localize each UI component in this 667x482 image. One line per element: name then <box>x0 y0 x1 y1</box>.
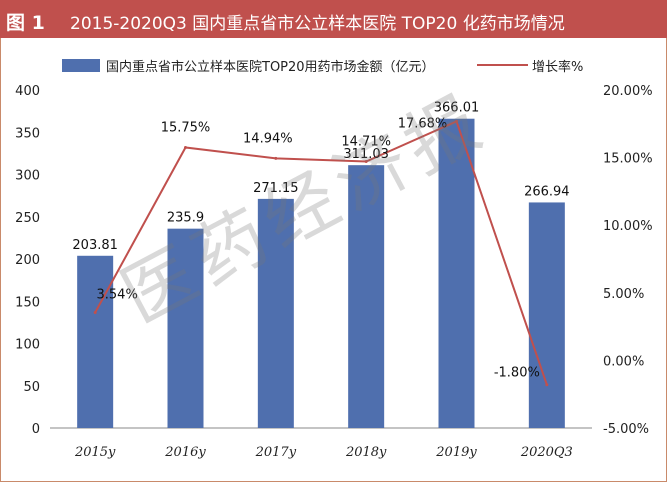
line-point <box>455 119 458 123</box>
line-value-label: 17.68% <box>398 116 448 131</box>
y-left-tick-label: 300 <box>15 169 40 184</box>
legend-line-label: 增长率% <box>532 59 583 75</box>
bar <box>167 228 204 428</box>
figure-title: 2015-2020Q3 国内重点省市公立样本医院 TOP20 化药市场情况 <box>70 14 565 34</box>
x-tick-label: 2020Q3 <box>520 445 573 460</box>
bar-value-label: 311.03 <box>343 147 389 162</box>
y-left-tick-label: 150 <box>15 295 40 310</box>
y-left-tick-label: 250 <box>15 211 40 226</box>
line-series <box>93 119 549 387</box>
legend-bar-swatch <box>62 59 100 72</box>
line-value-label: 14.94% <box>243 131 293 146</box>
y-left-tick-label: 100 <box>15 338 40 353</box>
x-tick-label: 2017y <box>255 445 297 460</box>
y-left-tick-label: 400 <box>15 84 40 99</box>
bar <box>528 202 565 428</box>
bar <box>438 118 475 428</box>
bar <box>257 198 294 428</box>
bar-series <box>77 118 565 428</box>
bar-value-label: 266.94 <box>524 184 570 199</box>
line-value-label: 14.71% <box>341 135 391 150</box>
legend: 国内重点省市公立样本医院TOP20用药市场金额（亿元） 增长率% <box>62 59 583 75</box>
y-right-tick-label: -5.00% <box>603 422 649 437</box>
line-point <box>274 156 278 160</box>
line-point <box>545 383 549 387</box>
x-tick-label: 2018y <box>345 445 387 460</box>
growth-line <box>94 120 548 386</box>
y-left-tick-label: 50 <box>23 380 40 395</box>
line-value-label: -1.80% <box>494 366 540 381</box>
x-tick-label: 2019y <box>435 445 477 460</box>
y-left-tick-label: 200 <box>15 253 40 268</box>
line-value-label: 15.75% <box>161 120 211 135</box>
bar-value-label: 271.15 <box>253 181 299 196</box>
x-tick-label: 2016y <box>164 445 206 460</box>
figure-label: 图 1 <box>6 12 45 34</box>
bar <box>77 255 114 428</box>
figure-header: 图 1 2015-2020Q3 国内重点省市公立样本医院 TOP20 化药市场情… <box>0 0 667 38</box>
y-right-tick-label: 20.00% <box>603 84 653 99</box>
bar <box>348 165 385 428</box>
y-left-tick-label: 0 <box>32 422 40 437</box>
line-point <box>93 311 97 315</box>
line-point <box>364 160 368 164</box>
line-value-label: 3.54% <box>97 288 138 303</box>
y-left-tick-label: 350 <box>15 126 40 141</box>
y-right-tick-label: 10.00% <box>603 219 653 234</box>
y-right-tick-label: 0.00% <box>603 354 644 369</box>
combo-chart: 国内重点省市公立样本医院TOP20用药市场金额（亿元） 增长率% 0 50 100 1… <box>15 59 653 460</box>
y-right-tick-label: 5.00% <box>603 287 644 302</box>
bar-value-label: 235.9 <box>167 211 204 226</box>
data-labels: 203.81 235.9 271.15 311.03 366.01 266.94 3.54%… <box>72 101 569 381</box>
x-tick-label: 2015y <box>74 445 116 460</box>
bar-value-label: 203.81 <box>72 238 118 253</box>
axes: 0 50 100 150 200 250 300 350 400 -5.00% 0.00% 5.00%… <box>15 84 652 460</box>
line-point <box>184 145 187 149</box>
y-right-tick-label: 15.00% <box>603 152 653 167</box>
bar-value-label: 366.01 <box>434 101 480 116</box>
legend-bar-label: 国内重点省市公立样本医院TOP20用药市场金额（亿元） <box>106 59 435 75</box>
